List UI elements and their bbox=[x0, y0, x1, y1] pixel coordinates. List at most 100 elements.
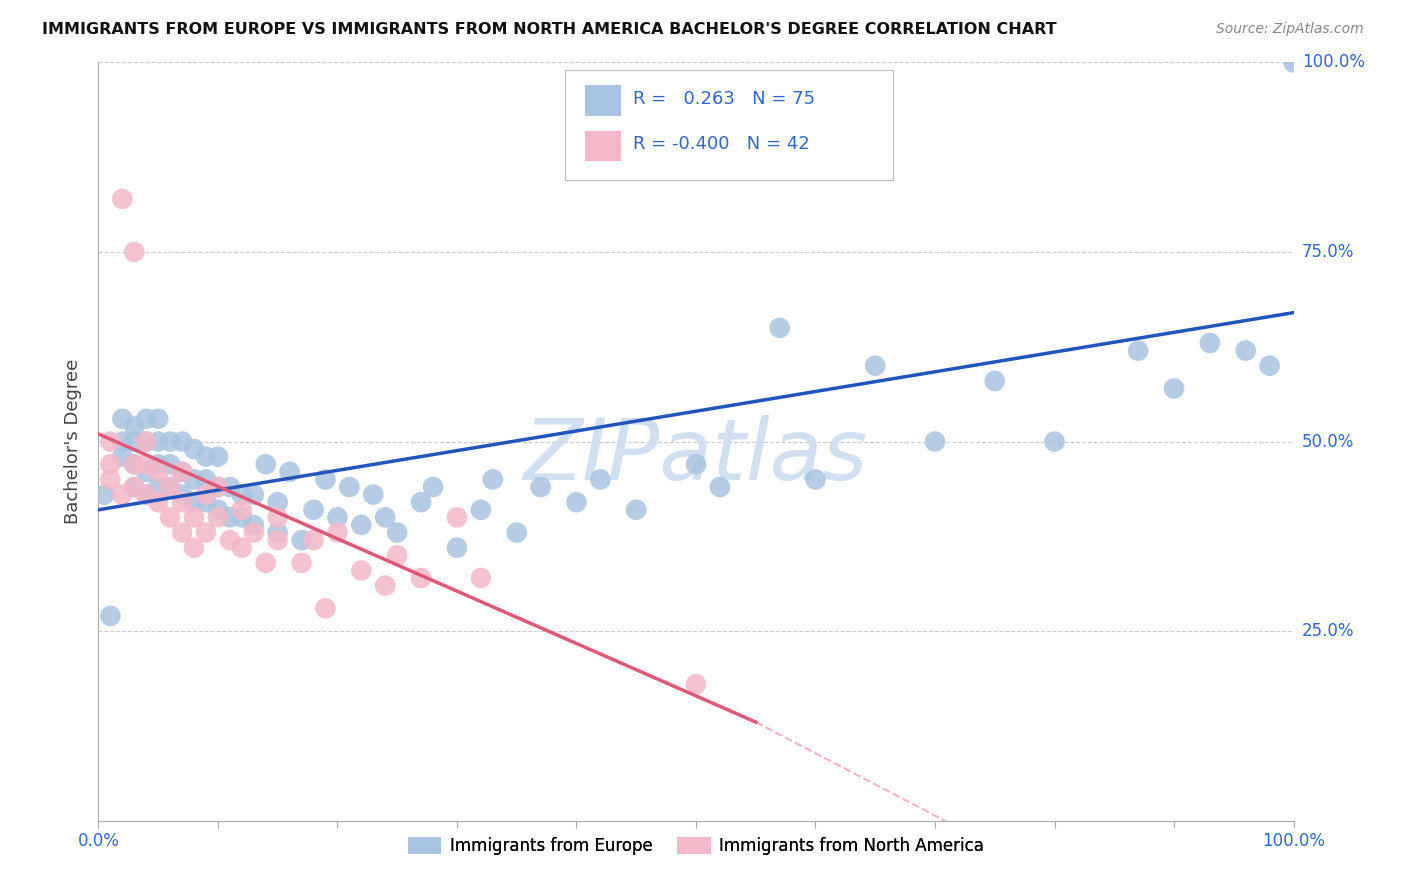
Point bbox=[924, 434, 946, 449]
Point bbox=[530, 480, 553, 494]
Point bbox=[565, 495, 588, 509]
Point bbox=[148, 434, 170, 449]
Point bbox=[111, 192, 134, 206]
Point bbox=[172, 525, 194, 540]
Point bbox=[148, 465, 170, 479]
FancyBboxPatch shape bbox=[585, 130, 620, 161]
Point bbox=[93, 487, 115, 501]
Point bbox=[626, 503, 648, 517]
Point bbox=[195, 450, 218, 464]
Point bbox=[111, 450, 134, 464]
Point bbox=[195, 495, 218, 509]
Point bbox=[267, 510, 290, 524]
Point bbox=[124, 419, 146, 434]
Point bbox=[98, 458, 122, 472]
FancyBboxPatch shape bbox=[565, 70, 893, 180]
Point bbox=[124, 244, 146, 259]
Point bbox=[506, 525, 529, 540]
Point bbox=[1234, 343, 1257, 358]
Point bbox=[183, 510, 205, 524]
Point bbox=[254, 458, 277, 472]
Point bbox=[135, 434, 157, 449]
Point bbox=[111, 487, 134, 501]
Point bbox=[411, 495, 433, 509]
Point bbox=[243, 525, 266, 540]
Point bbox=[219, 510, 242, 524]
Point bbox=[804, 473, 827, 487]
Point bbox=[183, 541, 205, 555]
Point bbox=[339, 480, 361, 494]
Point bbox=[148, 412, 170, 426]
Point bbox=[243, 517, 266, 532]
Point bbox=[422, 480, 444, 494]
Point bbox=[135, 487, 157, 501]
Point bbox=[254, 556, 277, 570]
Point bbox=[302, 503, 325, 517]
Point bbox=[148, 480, 170, 494]
Text: Source: ZipAtlas.com: Source: ZipAtlas.com bbox=[1216, 22, 1364, 37]
Point bbox=[267, 525, 290, 540]
Text: 25.0%: 25.0% bbox=[1302, 622, 1354, 640]
Point bbox=[1258, 359, 1281, 373]
Text: 50.0%: 50.0% bbox=[1302, 433, 1354, 450]
Legend: Immigrants from Europe, Immigrants from North America: Immigrants from Europe, Immigrants from … bbox=[401, 830, 991, 862]
Point bbox=[183, 473, 205, 487]
Point bbox=[219, 533, 242, 548]
Point bbox=[231, 503, 253, 517]
Point bbox=[1282, 55, 1305, 70]
Point bbox=[183, 442, 205, 457]
Point bbox=[374, 510, 396, 524]
Point bbox=[124, 480, 146, 494]
Point bbox=[195, 473, 218, 487]
Point bbox=[768, 320, 790, 334]
Point bbox=[302, 533, 325, 548]
Text: R = -0.400   N = 42: R = -0.400 N = 42 bbox=[633, 136, 810, 153]
Point bbox=[446, 541, 468, 555]
Point bbox=[374, 579, 396, 593]
Point bbox=[470, 571, 492, 585]
Point bbox=[267, 533, 290, 548]
Point bbox=[1128, 343, 1150, 358]
Point bbox=[385, 548, 409, 563]
Point bbox=[98, 608, 122, 623]
Point bbox=[195, 487, 218, 501]
FancyBboxPatch shape bbox=[585, 85, 620, 116]
Point bbox=[195, 525, 218, 540]
Point bbox=[350, 564, 373, 578]
Point bbox=[172, 487, 194, 501]
Point bbox=[98, 473, 122, 487]
Point bbox=[589, 473, 612, 487]
Point bbox=[124, 458, 146, 472]
Point bbox=[446, 510, 468, 524]
Point bbox=[326, 510, 349, 524]
Point bbox=[98, 434, 122, 449]
Point bbox=[124, 458, 146, 472]
Point bbox=[685, 458, 707, 472]
Point bbox=[231, 487, 253, 501]
Point bbox=[207, 480, 229, 494]
Point bbox=[172, 465, 194, 479]
Point bbox=[865, 359, 887, 373]
Point bbox=[135, 458, 157, 472]
Point bbox=[1043, 434, 1066, 449]
Point bbox=[135, 412, 157, 426]
Point bbox=[111, 412, 134, 426]
Point bbox=[159, 458, 181, 472]
Point bbox=[267, 495, 290, 509]
Point bbox=[135, 465, 157, 479]
Point bbox=[1163, 382, 1185, 396]
Point bbox=[385, 525, 409, 540]
Point bbox=[470, 503, 492, 517]
Point bbox=[350, 517, 373, 532]
Point bbox=[1199, 335, 1222, 350]
Point bbox=[124, 480, 146, 494]
Point bbox=[481, 473, 505, 487]
Point bbox=[135, 434, 157, 449]
Point bbox=[183, 495, 205, 509]
Point bbox=[315, 601, 337, 615]
Point bbox=[172, 465, 194, 479]
Point bbox=[231, 541, 253, 555]
Point bbox=[411, 571, 433, 585]
Point bbox=[207, 480, 229, 494]
Point bbox=[159, 480, 181, 494]
